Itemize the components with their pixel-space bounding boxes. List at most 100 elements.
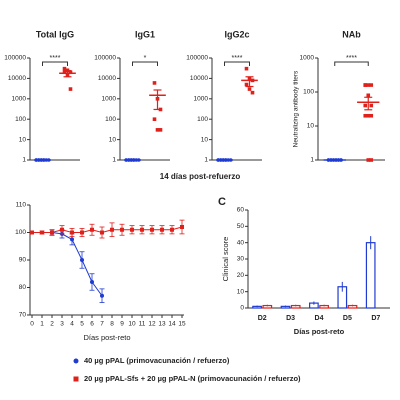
significance-bracket <box>42 61 68 66</box>
significance-label: **** <box>232 55 243 62</box>
data-point <box>180 225 184 229</box>
panel-title: IgG2c <box>224 29 249 39</box>
data-point <box>68 87 73 91</box>
data-point <box>160 227 164 232</box>
data-point <box>366 158 371 162</box>
y-tick-label: 90 <box>19 257 27 264</box>
data-point <box>90 227 94 232</box>
data-point <box>40 230 44 235</box>
y-tick-label: 1000 <box>102 96 117 103</box>
y-tick-label: 10 <box>201 136 209 143</box>
y-tick-label: 60 <box>237 207 245 214</box>
data-point <box>363 83 368 87</box>
x-tick-label: 0 <box>30 321 34 328</box>
y-tick-label: 70 <box>19 312 27 319</box>
y-axis-label: Neutralizing antibody titers <box>293 70 300 147</box>
panel-label: C <box>218 196 226 208</box>
series-line <box>32 226 183 234</box>
y-tick-label: 0 <box>240 305 244 312</box>
y-tick-label: 100 <box>15 229 26 236</box>
y-tick-label: 100 <box>15 116 26 123</box>
y-tick-label: 100 <box>105 116 116 123</box>
y-tick-label: 100000 <box>4 55 26 62</box>
y-tick-label: 110 <box>16 202 27 209</box>
data-point <box>120 227 124 232</box>
data-point <box>62 66 67 71</box>
x-tick-label: 7 <box>100 321 104 328</box>
significance-bracket <box>224 61 250 66</box>
y-tick-label: 100 <box>303 89 314 96</box>
y-tick-label: 10 <box>19 136 27 143</box>
x-tick-label: 13 <box>158 321 166 328</box>
data-point <box>70 230 74 235</box>
data-point <box>366 83 371 87</box>
data-point <box>369 103 374 108</box>
significance-bracket <box>132 61 158 66</box>
panel-title: IgG1 <box>135 29 155 39</box>
x-axis-label: Días post-reto <box>294 327 345 336</box>
y-tick-label: 1 <box>112 157 116 164</box>
data-point <box>244 66 249 71</box>
x-tick-label: 12 <box>148 321 156 328</box>
data-point <box>369 158 374 162</box>
data-point <box>366 113 371 118</box>
x-tick-label: 8 <box>110 321 114 328</box>
y-tick-label: 10000 <box>190 75 208 82</box>
y-tick-label: 10000 <box>8 75 26 82</box>
data-point <box>80 258 84 262</box>
y-axis-label: Clinical score <box>221 237 230 282</box>
y-tick-label: 40 <box>237 239 245 246</box>
data-point <box>150 227 154 232</box>
data-point <box>152 81 157 85</box>
x-tick-label: D5 <box>343 315 352 322</box>
y-tick-label: 20 <box>237 272 245 279</box>
panel-title: NAb <box>342 29 361 39</box>
y-tick-label: 1000 <box>194 96 209 103</box>
y-tick-label: 1 <box>310 157 314 164</box>
x-tick-label: D7 <box>371 315 380 322</box>
data-point <box>158 128 163 132</box>
panel-title: Total IgG <box>36 29 74 39</box>
legend-label: 20 µg pPAL-Sfs + 20 µg pPAL-N (primovacu… <box>84 374 301 383</box>
y-tick-label: 100000 <box>186 55 208 62</box>
y-tick-label: 10000 <box>98 75 116 82</box>
data-point <box>100 293 104 298</box>
significance-label: **** <box>346 55 357 62</box>
data-point <box>369 83 374 87</box>
y-tick-label: 10 <box>307 123 315 130</box>
y-tick-label: 50 <box>237 223 245 230</box>
x-tick-label: 1 <box>40 321 44 328</box>
data-point <box>50 230 54 235</box>
data-point <box>110 227 114 232</box>
legend-label: 40 µg pPAL (primovacunación / refuerzo) <box>84 356 230 365</box>
data-point <box>170 227 174 232</box>
x-tick-label: 11 <box>139 321 146 328</box>
data-point <box>80 230 84 235</box>
data-point <box>250 90 255 95</box>
x-tick-label: 10 <box>128 321 136 328</box>
data-point <box>70 237 74 242</box>
data-point <box>244 82 249 87</box>
x-tick-label: 15 <box>178 321 186 328</box>
legend-marker <box>73 376 79 382</box>
data-point <box>363 103 368 108</box>
y-tick-label: 1000 <box>12 96 27 103</box>
data-point <box>60 227 64 232</box>
data-point <box>100 230 104 235</box>
y-tick-label: 30 <box>237 256 245 263</box>
y-tick-label: 10 <box>109 136 117 143</box>
significance-label: * <box>144 55 147 62</box>
y-tick-label: 1 <box>22 157 26 164</box>
x-tick-label: 14 <box>168 321 176 328</box>
series-line <box>32 232 103 297</box>
y-tick-label: 1 <box>204 157 208 164</box>
data-point <box>68 70 73 75</box>
y-tick-label: 100000 <box>94 55 116 62</box>
shared-x-label: 14 días post-refuerzo <box>160 172 241 181</box>
data-point <box>155 128 160 132</box>
data-point <box>90 280 94 284</box>
x-tick-label: 2 <box>50 321 54 328</box>
data-point <box>130 227 134 232</box>
data-point <box>140 227 144 232</box>
